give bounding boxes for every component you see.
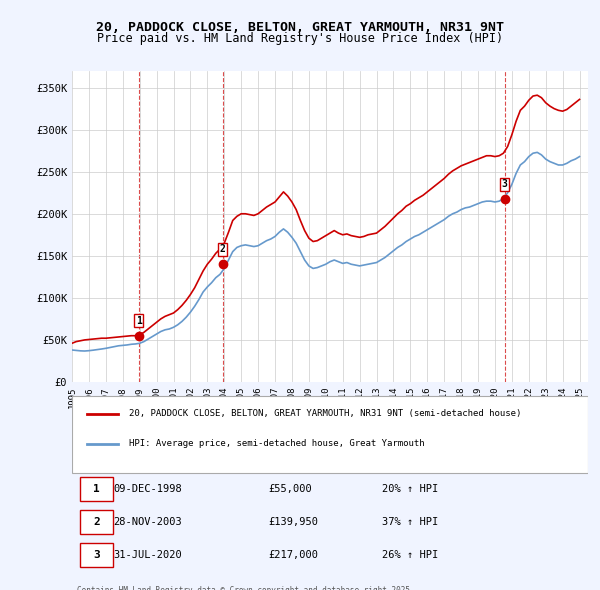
Text: 37% ↑ HPI: 37% ↑ HPI <box>382 517 438 527</box>
Text: 2: 2 <box>93 517 100 527</box>
Text: £139,950: £139,950 <box>268 517 318 527</box>
Text: £55,000: £55,000 <box>268 484 312 494</box>
Text: 1: 1 <box>93 484 100 494</box>
Text: 3: 3 <box>502 179 508 189</box>
FancyBboxPatch shape <box>80 477 113 501</box>
Text: 28-NOV-2003: 28-NOV-2003 <box>113 517 182 527</box>
Text: 20, PADDOCK CLOSE, BELTON, GREAT YARMOUTH, NR31 9NT (semi-detached house): 20, PADDOCK CLOSE, BELTON, GREAT YARMOUT… <box>129 409 521 418</box>
FancyBboxPatch shape <box>72 396 588 473</box>
Text: 09-DEC-1998: 09-DEC-1998 <box>113 484 182 494</box>
Text: 20, PADDOCK CLOSE, BELTON, GREAT YARMOUTH, NR31 9NT: 20, PADDOCK CLOSE, BELTON, GREAT YARMOUT… <box>96 21 504 34</box>
FancyBboxPatch shape <box>80 510 113 534</box>
Text: £217,000: £217,000 <box>268 550 318 560</box>
FancyBboxPatch shape <box>80 543 113 567</box>
Text: Price paid vs. HM Land Registry's House Price Index (HPI): Price paid vs. HM Land Registry's House … <box>97 32 503 45</box>
Text: 26% ↑ HPI: 26% ↑ HPI <box>382 550 438 560</box>
Text: 2: 2 <box>220 244 226 254</box>
Text: 20% ↑ HPI: 20% ↑ HPI <box>382 484 438 494</box>
Text: 31-JUL-2020: 31-JUL-2020 <box>113 550 182 560</box>
Text: 1: 1 <box>136 316 142 326</box>
Text: Contains HM Land Registry data © Crown copyright and database right 2025.
This d: Contains HM Land Registry data © Crown c… <box>77 585 415 590</box>
Text: HPI: Average price, semi-detached house, Great Yarmouth: HPI: Average price, semi-detached house,… <box>129 440 424 448</box>
Text: 3: 3 <box>93 550 100 560</box>
